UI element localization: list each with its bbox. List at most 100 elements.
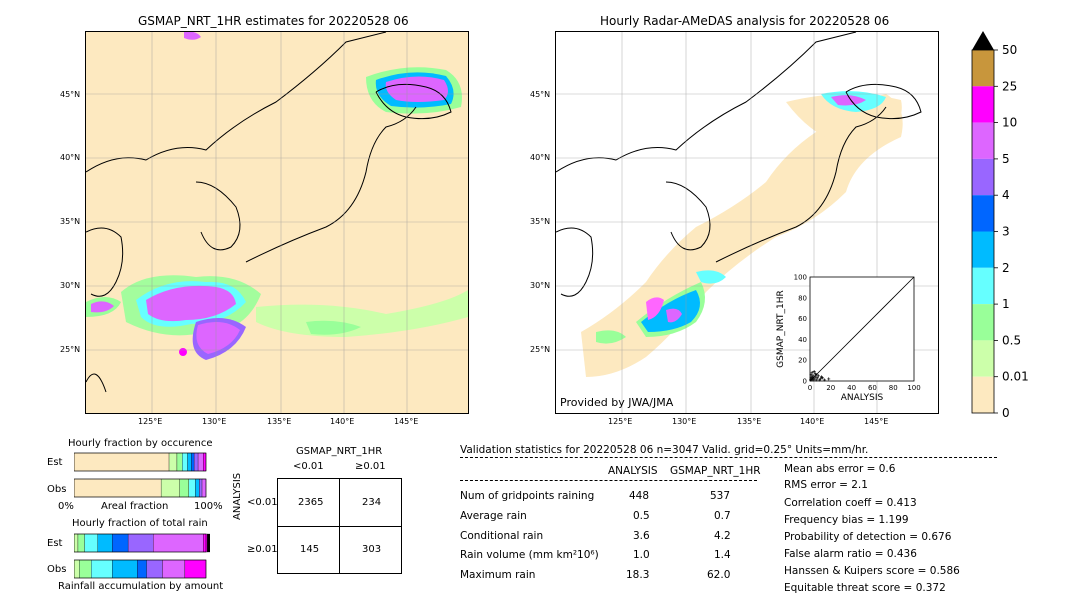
est-bar-segment	[74, 452, 170, 472]
right-lon-130: 130°E	[672, 417, 697, 426]
left-lat-45: 45°N	[60, 90, 81, 99]
score-rmse: RMS error = 2.1	[784, 479, 868, 491]
scatter-point	[817, 378, 821, 382]
y-tick-label: 20	[798, 357, 807, 365]
contingency-d: 303	[362, 544, 382, 555]
scatter-point	[814, 373, 818, 377]
rainfall-title: Hourly fraction of total rain	[72, 518, 208, 529]
est-bar-segment	[182, 452, 188, 472]
score-ets: Equitable threat score = 0.372	[784, 582, 946, 594]
est-bar-segment	[168, 452, 178, 472]
bar-frame	[74, 533, 207, 553]
colorbar-label: 2	[1002, 261, 1010, 275]
row-label: Maximum rain	[460, 569, 536, 581]
est-bar-segment	[77, 533, 85, 553]
occurrence-axis-left: 0%	[58, 501, 74, 512]
colorbar-segment	[972, 340, 994, 377]
obs-bar-segment	[146, 559, 163, 579]
obs-bar-segment	[160, 478, 180, 498]
left-map-title: GSMAP_NRT_1HR estimates for 20220528 06	[138, 14, 409, 28]
occurrence-bars	[74, 452, 207, 498]
colorbar-segment	[972, 376, 994, 413]
rainfall-est-label: Est	[47, 538, 63, 549]
colorbar-segment	[972, 86, 994, 123]
colorbar-label: 3	[1002, 225, 1010, 239]
obs-bar-segment	[195, 478, 200, 498]
scatter-point	[814, 378, 818, 382]
est-bar-segment	[97, 533, 113, 553]
rainfall-footer: Rainfall accumulation by amount	[58, 581, 224, 592]
obs-bar-segment	[79, 559, 92, 579]
scatter-point	[813, 375, 817, 379]
score-mae: Mean abs error = 0.6	[784, 463, 896, 475]
right-lon-125: 125°E	[608, 417, 633, 426]
obs-bar-segment	[162, 559, 186, 579]
x-tick-label: 0	[808, 384, 812, 392]
y-tick-label: 40	[798, 336, 807, 344]
obs-bar-segment	[137, 559, 147, 579]
est-bar-segment	[203, 452, 207, 472]
bar-frame	[74, 478, 207, 498]
colorbar-segment	[972, 231, 994, 268]
contingency-c: 145	[300, 544, 320, 555]
obs-bar-segment	[184, 559, 207, 579]
left-map-canvas	[86, 32, 468, 413]
scatter-point	[812, 370, 816, 374]
left-lat-25: 25°N	[60, 345, 81, 354]
score-bias: Frequency bias = 1.199	[784, 514, 909, 526]
scatter-point	[819, 375, 823, 379]
row-label: Conditional rain	[460, 530, 544, 542]
score-far: False alarm ratio = 0.436	[784, 548, 917, 560]
colorbar-label: 0.01	[1002, 370, 1029, 384]
contingency-a: 2365	[298, 497, 324, 508]
colorbar-segment	[972, 50, 994, 87]
obs-bar-segment	[179, 478, 189, 498]
row-analysis: 3.6	[633, 530, 650, 542]
y-tick-label: 100	[794, 274, 807, 282]
row-gsmap: 0.7	[714, 510, 731, 522]
row-analysis: 0.5	[633, 510, 650, 522]
x-tick-label: 40	[847, 384, 856, 392]
rainfall-obs-label: Obs	[47, 564, 67, 575]
right-lat-40: 40°N	[530, 153, 551, 162]
left-lon-125: 125°E	[138, 417, 163, 426]
x-tick-label: 100	[907, 384, 920, 392]
bar-frame	[74, 559, 207, 579]
est-bar-segment	[187, 452, 192, 472]
colorbar: 50 25 10 5 4 3 2 1 0.5 0.01 0	[971, 31, 1029, 420]
colorbar-label: 5	[1002, 152, 1010, 166]
scatter-point	[823, 378, 827, 382]
contingency-title: GSMAP_NRT_1HR	[296, 446, 383, 457]
left-lon-145: 145°E	[394, 417, 419, 426]
contingency-row-axis: ANALYSIS	[232, 472, 243, 520]
obs-bar-segment	[188, 478, 196, 498]
scatter-point	[810, 371, 814, 375]
colorbar-label: 1	[1002, 297, 1010, 311]
colorbar-label: 4	[1002, 188, 1010, 202]
colorbar-label: 25	[1002, 79, 1017, 93]
x-tick-label: 60	[868, 384, 877, 392]
row-analysis: 18.3	[626, 569, 650, 581]
row-label: Average rain	[460, 510, 527, 522]
est-bar-segment	[191, 452, 195, 472]
right-map-title: Hourly Radar-AMeDAS analysis for 2022052…	[600, 14, 890, 28]
obs-bar-segment	[74, 559, 80, 579]
obs-bar-segment	[112, 559, 138, 579]
obs-bar-segment	[201, 478, 207, 498]
rainfall-bars	[74, 533, 210, 579]
contingency-grid: 2365 234 145 303	[277, 478, 402, 574]
est-bar-segment	[207, 533, 210, 553]
right-lat-35: 35°N	[530, 217, 551, 226]
left-lon-140: 140°E	[330, 417, 355, 426]
y-tick-label: 60	[798, 315, 807, 323]
validation-header: Validation statistics for 20220528 06 n=…	[460, 444, 869, 456]
obs-bar-segment	[199, 478, 203, 498]
colorbar-segment	[972, 158, 994, 196]
right-map: Provided by JWA/JMA 0 20 40 60 80 100 0 20 40 60 8…	[555, 31, 939, 414]
right-lat-45: 45°N	[530, 90, 551, 99]
occurrence-title: Hourly fraction by occurence	[68, 438, 213, 449]
colorbar-segment	[972, 195, 994, 232]
colorbar-segment	[972, 304, 994, 341]
est-bar-segment	[153, 533, 204, 553]
right-lat-25: 25°N	[530, 345, 551, 354]
